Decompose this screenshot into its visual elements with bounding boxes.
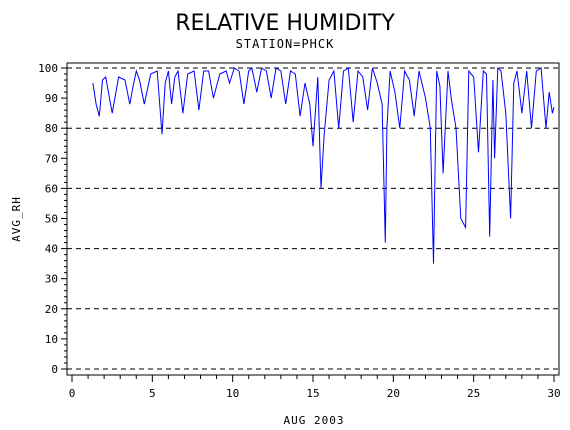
chart-subtitle: STATION=PHCK — [236, 37, 335, 51]
tick-labels: 0 10 20 30 40 50 60 70 80 90 100 0 5 10 15 20 25 30 — [38, 62, 561, 400]
y-tick-label-70: 70 — [45, 152, 58, 165]
y-tick-label-10: 10 — [45, 333, 58, 346]
axes — [61, 62, 560, 382]
y-tick-label-40: 40 — [45, 243, 58, 256]
x-tick-label-10: 10 — [226, 387, 239, 400]
x-tick-label-25: 25 — [467, 387, 480, 400]
y-tick-label-50: 50 — [45, 213, 58, 226]
x-tick-label-0: 0 — [69, 387, 76, 400]
chart-title: RELATIVE HUMIDITY — [175, 11, 395, 36]
y-axis-label: AVG_RH — [10, 196, 23, 242]
y-tick-label-100: 100 — [38, 62, 58, 75]
y-tick-label-30: 30 — [45, 273, 58, 286]
y-tick-label-60: 60 — [45, 182, 58, 195]
plot-frame — [66, 62, 560, 376]
y-tick-label-90: 90 — [45, 92, 58, 105]
gridlines — [67, 67, 559, 370]
x-tick-label-15: 15 — [306, 387, 319, 400]
y-tick-label-80: 80 — [45, 122, 58, 135]
y-tick-label-20: 20 — [45, 303, 58, 316]
x-axis-label: AUG 2003 — [284, 414, 345, 427]
x-tick-label-30: 30 — [547, 387, 560, 400]
series-line-0 — [92, 66, 555, 264]
x-tick-label-20: 20 — [387, 387, 400, 400]
x-tick-label-5: 5 — [149, 387, 156, 400]
series-layer — [92, 66, 555, 264]
y-tick-label-0: 0 — [51, 363, 58, 376]
